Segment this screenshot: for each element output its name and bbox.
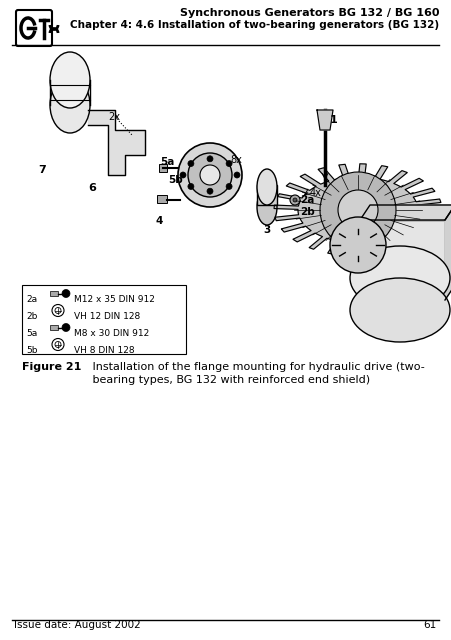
- Bar: [22, 285, 186, 354]
- Text: VH 12 DIN 128: VH 12 DIN 128: [74, 312, 140, 321]
- Circle shape: [293, 198, 297, 202]
- Bar: [257, 185, 277, 205]
- Text: 61: 61: [424, 620, 437, 630]
- Circle shape: [55, 342, 61, 348]
- Text: 5b: 5b: [168, 175, 183, 185]
- Ellipse shape: [50, 77, 90, 133]
- Text: 3: 3: [263, 225, 270, 235]
- Polygon shape: [317, 110, 333, 130]
- Text: M8 x 30 DIN 912: M8 x 30 DIN 912: [74, 329, 149, 338]
- Text: Issue date: August 2002: Issue date: August 2002: [14, 620, 141, 630]
- Text: 1: 1: [330, 115, 338, 125]
- Circle shape: [188, 161, 194, 166]
- Circle shape: [55, 307, 61, 314]
- Text: 7: 7: [38, 165, 46, 175]
- Polygon shape: [355, 278, 445, 310]
- Circle shape: [52, 305, 64, 317]
- Text: 8x: 8x: [230, 155, 242, 165]
- Text: 6: 6: [88, 183, 96, 193]
- FancyBboxPatch shape: [16, 10, 52, 46]
- Text: Synchronous Generators BG 132 / BG 160: Synchronous Generators BG 132 / BG 160: [179, 8, 439, 18]
- Text: 5a: 5a: [160, 157, 175, 167]
- Text: Figure 21: Figure 21: [22, 362, 81, 372]
- Circle shape: [178, 143, 242, 207]
- Circle shape: [183, 166, 187, 170]
- Circle shape: [52, 339, 64, 351]
- Circle shape: [180, 172, 186, 178]
- Circle shape: [180, 163, 190, 173]
- Bar: [157, 195, 167, 203]
- Polygon shape: [445, 205, 451, 300]
- Circle shape: [330, 217, 386, 273]
- Circle shape: [62, 289, 70, 298]
- Circle shape: [207, 156, 213, 162]
- Circle shape: [188, 153, 232, 197]
- Circle shape: [207, 188, 213, 194]
- Bar: [159, 164, 167, 172]
- Ellipse shape: [350, 278, 450, 342]
- Bar: [50, 291, 58, 296]
- Circle shape: [226, 184, 232, 189]
- Text: Installation of the flange mounting for hydraulic drive (two-: Installation of the flange mounting for …: [82, 362, 425, 372]
- Text: 5a: 5a: [26, 329, 37, 338]
- Circle shape: [234, 172, 240, 178]
- Text: M12 x 35 DIN 912: M12 x 35 DIN 912: [74, 295, 155, 304]
- Text: VH 8 DIN 128: VH 8 DIN 128: [74, 346, 135, 355]
- Text: 4: 4: [156, 216, 163, 226]
- Ellipse shape: [50, 52, 90, 108]
- Text: 2x: 2x: [108, 112, 120, 122]
- Text: 2b: 2b: [26, 312, 37, 321]
- Circle shape: [338, 190, 378, 230]
- Circle shape: [188, 184, 194, 189]
- Text: 2a: 2a: [300, 195, 314, 205]
- Polygon shape: [360, 205, 451, 220]
- Text: 2a: 2a: [26, 295, 37, 304]
- Circle shape: [320, 172, 396, 248]
- Polygon shape: [274, 164, 442, 256]
- Bar: [360, 220, 445, 300]
- Ellipse shape: [350, 246, 450, 310]
- Text: 5b: 5b: [26, 346, 37, 355]
- Circle shape: [62, 323, 70, 332]
- Circle shape: [290, 195, 300, 205]
- Polygon shape: [88, 110, 145, 175]
- Text: 4x: 4x: [310, 188, 322, 198]
- Text: bearing types, BG 132 with reinforced end shield): bearing types, BG 132 with reinforced en…: [82, 375, 370, 385]
- Ellipse shape: [257, 169, 277, 205]
- Text: Chapter 4: 4.6 Installation of two-bearing generators (BG 132): Chapter 4: 4.6 Installation of two-beari…: [70, 20, 439, 30]
- Bar: [50, 325, 58, 330]
- Circle shape: [226, 161, 232, 166]
- Text: 2b: 2b: [300, 207, 315, 217]
- Circle shape: [200, 165, 220, 185]
- Ellipse shape: [257, 189, 277, 225]
